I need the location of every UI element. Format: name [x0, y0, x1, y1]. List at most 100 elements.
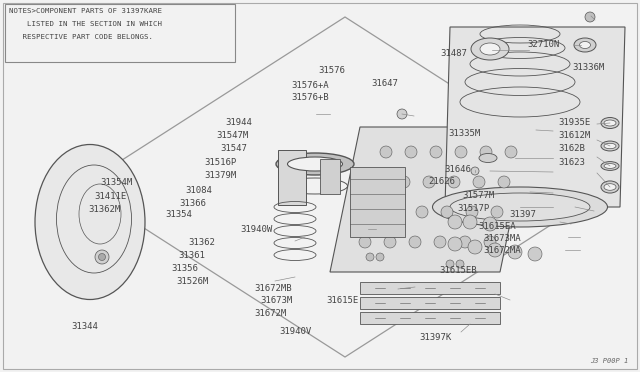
Circle shape [585, 12, 595, 22]
Circle shape [391, 206, 403, 218]
Text: 31576+A: 31576+A [291, 81, 329, 90]
Text: 21626: 21626 [429, 177, 456, 186]
Bar [320, 159, 340, 194]
Text: 31517P: 31517P [457, 204, 489, 213]
Text: 31344: 31344 [71, 322, 98, 331]
Ellipse shape [433, 187, 607, 227]
Circle shape [366, 253, 374, 261]
Text: RESPECTIVE PART CODE BELONGS.: RESPECTIVE PART CODE BELONGS. [9, 34, 153, 40]
Circle shape [384, 236, 396, 248]
Circle shape [468, 240, 482, 254]
Text: 31673MA: 31673MA [484, 234, 522, 243]
Ellipse shape [601, 161, 619, 170]
Bar [350, 167, 405, 237]
Ellipse shape [601, 141, 619, 151]
Circle shape [488, 243, 502, 257]
Circle shape [466, 206, 478, 218]
Text: NOTES>COMPONENT PARTS OF 31397KARE: NOTES>COMPONENT PARTS OF 31397KARE [9, 8, 162, 14]
Text: 31944: 31944 [225, 118, 252, 126]
Circle shape [359, 236, 371, 248]
Ellipse shape [479, 154, 497, 163]
Ellipse shape [287, 157, 342, 171]
Text: 31935E: 31935E [559, 118, 591, 126]
Text: 31940W: 31940W [241, 225, 273, 234]
Polygon shape [330, 127, 530, 272]
Circle shape [434, 236, 446, 248]
Bar [360, 297, 500, 309]
Text: 31576: 31576 [318, 66, 345, 75]
Text: LISTED IN THE SECTION IN WHICH: LISTED IN THE SECTION IN WHICH [9, 21, 162, 27]
Text: 31672MB: 31672MB [255, 284, 292, 293]
Text: 31379M: 31379M [205, 171, 237, 180]
Text: 32710N: 32710N [527, 40, 559, 49]
Circle shape [430, 146, 442, 158]
Text: 31672MA: 31672MA [484, 246, 522, 255]
Ellipse shape [601, 181, 619, 193]
Text: 31362: 31362 [189, 238, 216, 247]
Text: 31397K: 31397K [420, 333, 452, 342]
Text: 31397: 31397 [509, 210, 536, 219]
Circle shape [491, 206, 503, 218]
Ellipse shape [604, 164, 616, 169]
Text: 31615E: 31615E [326, 296, 358, 305]
Ellipse shape [276, 153, 354, 175]
Bar [360, 312, 500, 324]
Text: 31673M: 31673M [260, 296, 292, 305]
Circle shape [398, 176, 410, 188]
Circle shape [498, 176, 510, 188]
Circle shape [397, 109, 407, 119]
Circle shape [95, 250, 109, 264]
Text: 31336M: 31336M [572, 63, 604, 72]
Text: J3 P00P 1: J3 P00P 1 [590, 358, 628, 364]
Text: 31623: 31623 [559, 158, 586, 167]
Ellipse shape [579, 42, 591, 48]
Ellipse shape [450, 193, 590, 221]
Text: 31366: 31366 [179, 199, 206, 208]
Ellipse shape [601, 118, 619, 128]
Text: 31354: 31354 [165, 210, 192, 219]
Text: 31940V: 31940V [280, 327, 312, 336]
Text: 31547: 31547 [221, 144, 248, 153]
Circle shape [416, 206, 428, 218]
Text: 31356: 31356 [172, 264, 198, 273]
Bar [5, 4, 235, 62]
Circle shape [473, 176, 485, 188]
Ellipse shape [604, 143, 616, 149]
Circle shape [459, 236, 471, 248]
Text: 3162B: 3162B [559, 144, 586, 153]
Text: 31411E: 31411E [95, 192, 127, 201]
Ellipse shape [574, 38, 596, 52]
Circle shape [463, 215, 477, 229]
Bar [278, 150, 306, 205]
Circle shape [423, 176, 435, 188]
Text: 31615EB: 31615EB [439, 266, 477, 275]
Polygon shape [445, 27, 625, 207]
Text: 31084: 31084 [186, 186, 212, 195]
Circle shape [471, 167, 479, 175]
Circle shape [480, 146, 492, 158]
Circle shape [366, 206, 378, 218]
Ellipse shape [604, 184, 616, 190]
Circle shape [448, 237, 462, 251]
Text: 31647: 31647 [371, 79, 398, 88]
Ellipse shape [480, 43, 500, 55]
Text: 31335M: 31335M [448, 129, 480, 138]
Text: 31672M: 31672M [255, 309, 287, 318]
Circle shape [456, 260, 464, 268]
Circle shape [99, 253, 106, 260]
Text: 31361: 31361 [178, 251, 205, 260]
Circle shape [484, 236, 496, 248]
Ellipse shape [35, 144, 145, 299]
Circle shape [380, 146, 392, 158]
Text: 31354M: 31354M [100, 178, 132, 187]
Circle shape [446, 260, 454, 268]
Text: 31526M: 31526M [176, 277, 208, 286]
Circle shape [376, 253, 384, 261]
Text: 31487: 31487 [440, 49, 467, 58]
Ellipse shape [471, 38, 509, 60]
Circle shape [405, 146, 417, 158]
Circle shape [448, 176, 460, 188]
Ellipse shape [604, 120, 616, 126]
Circle shape [483, 217, 497, 231]
Circle shape [508, 245, 522, 259]
